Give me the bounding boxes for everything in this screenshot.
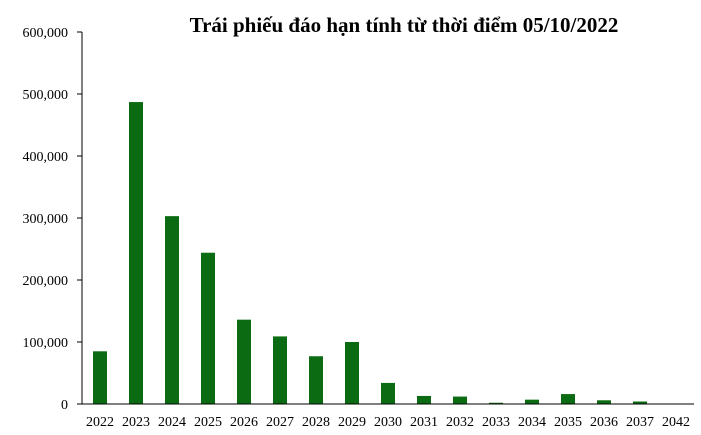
x-tick-label: 2034: [518, 415, 546, 430]
x-tick-label: 2033: [482, 415, 510, 430]
bar-series: [93, 102, 647, 404]
x-tick-label: 2028: [302, 415, 330, 430]
x-tick-label: 2023: [122, 415, 150, 430]
x-tick-label: 2037: [626, 415, 654, 430]
bar-2036: [597, 400, 611, 404]
bar-2030: [381, 382, 395, 404]
y-axis-ticks: 0 100,000 200,000 300,000 400,000 500,000 600,…: [23, 26, 82, 413]
bar-2024: [165, 216, 179, 404]
x-tick-label: 2032: [446, 415, 474, 430]
y-tick-label: 500,000: [23, 88, 69, 103]
x-tick-label: 2030: [374, 415, 402, 430]
bar-2027: [273, 336, 287, 404]
bar-2034: [525, 399, 539, 404]
y-tick-label: 600,000: [23, 26, 69, 41]
x-tick-label: 2035: [554, 415, 582, 430]
x-tick-label: 2026: [230, 415, 258, 430]
bar-2029: [345, 342, 359, 404]
x-tick-label: 2042: [662, 415, 690, 430]
bar-2037: [633, 401, 647, 404]
x-tick-label: 2024: [158, 415, 186, 430]
y-tick-label: 300,000: [23, 212, 69, 227]
bar-2025: [201, 252, 215, 404]
x-tick-label: 2025: [194, 415, 222, 430]
bar-2031: [417, 395, 431, 404]
bar-2026: [237, 319, 251, 404]
x-tick-label: 2022: [86, 415, 114, 430]
y-tick-label: 400,000: [23, 150, 69, 165]
bar-2022: [93, 351, 107, 404]
x-tick-label: 2036: [590, 415, 618, 430]
chart-title: Trái phiếu đáo hạn tính từ thời điểm 05/…: [190, 13, 619, 37]
y-tick-label: 100,000: [23, 336, 69, 351]
x-tick-label: 2027: [266, 415, 294, 430]
y-tick-label: 200,000: [23, 274, 69, 289]
bar-2023: [129, 102, 143, 404]
x-tick-label: 2031: [410, 415, 438, 430]
y-tick-label: 0: [61, 398, 68, 413]
bar-2028: [309, 356, 323, 404]
x-axis-ticks: 2022 2023 2024 2025 2026 2027 2028 2029 2030 2031…: [86, 415, 690, 430]
bar-2032: [453, 396, 467, 404]
x-tick-label: 2029: [338, 415, 366, 430]
bar-2033: [489, 402, 503, 404]
bar-2035: [561, 394, 575, 404]
